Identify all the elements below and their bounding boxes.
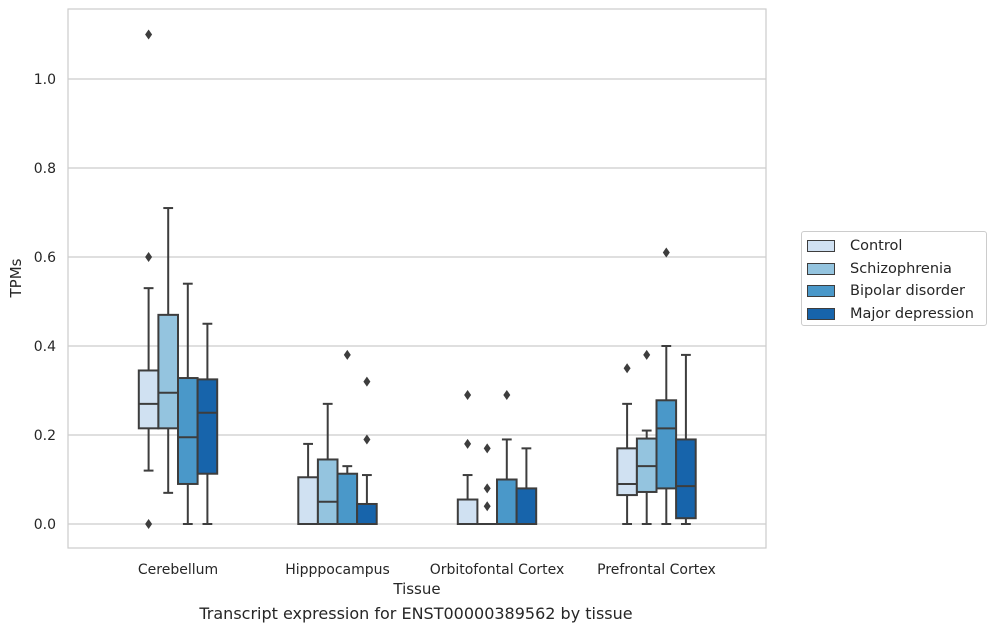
box-group bbox=[515, 447, 538, 525]
box bbox=[177, 377, 199, 485]
outlier-point bbox=[643, 349, 651, 360]
outlier-point bbox=[623, 363, 631, 374]
legend-label: Bipolar disorder bbox=[850, 283, 965, 300]
outlier-point bbox=[363, 434, 371, 445]
legend-label: Major depression bbox=[850, 305, 974, 322]
y-tick-labels: 0.0 0.2 0.4 0.6 0.8 1.0 bbox=[34, 72, 56, 533]
box bbox=[356, 502, 378, 526]
box bbox=[675, 438, 697, 520]
legend-item: Schizophrenia bbox=[807, 258, 986, 281]
legend-item: Control bbox=[807, 235, 986, 258]
y-tick-label: 0.0 bbox=[34, 517, 56, 533]
plot-frame bbox=[67, 8, 767, 549]
box bbox=[655, 399, 678, 490]
box bbox=[157, 313, 179, 430]
outlier-point bbox=[464, 438, 472, 449]
x-tick-labels: Cerebellum Hipppocampus Orbitofontal Corte… bbox=[138, 562, 716, 578]
outlier-point bbox=[464, 389, 472, 400]
legend-item: Major depression bbox=[807, 303, 986, 326]
y-tick-label: 0.2 bbox=[34, 428, 56, 444]
outlier-point bbox=[363, 376, 371, 387]
outlier-point bbox=[145, 29, 153, 40]
y-tick-label: 0.4 bbox=[34, 339, 56, 355]
box bbox=[336, 472, 359, 525]
box-group bbox=[177, 282, 199, 525]
outlier-point bbox=[662, 247, 670, 258]
x-axis-title: Tissue bbox=[392, 580, 440, 598]
box bbox=[297, 476, 319, 525]
box-group bbox=[456, 389, 479, 525]
y-axis-title: TPMs bbox=[7, 258, 25, 298]
box-group bbox=[675, 353, 697, 525]
box bbox=[496, 478, 518, 525]
legend-swatch bbox=[807, 307, 835, 320]
x-tick-label: Prefrontal Cortex bbox=[597, 562, 716, 578]
y-tick-label: 1.0 bbox=[34, 72, 56, 88]
legend-label: Schizophrenia bbox=[850, 260, 952, 277]
outlier-point bbox=[145, 252, 153, 262]
legend-label: Control bbox=[850, 238, 903, 255]
box-group bbox=[137, 29, 160, 529]
box bbox=[456, 498, 479, 525]
box-group bbox=[196, 322, 219, 525]
box-group bbox=[356, 376, 378, 526]
box-group bbox=[336, 349, 359, 525]
y-tick-label: 0.6 bbox=[34, 250, 56, 266]
outlier-point bbox=[483, 483, 491, 494]
outlier-point bbox=[343, 349, 351, 360]
box-group bbox=[655, 247, 678, 525]
box bbox=[196, 378, 219, 475]
y-tick-label: 0.8 bbox=[34, 161, 56, 177]
box-groups bbox=[137, 29, 697, 529]
box bbox=[137, 369, 160, 430]
box bbox=[616, 447, 638, 497]
box-group bbox=[157, 207, 179, 494]
outlier-point bbox=[503, 389, 511, 400]
box bbox=[515, 487, 538, 525]
x-tick-label: Hipppocampus bbox=[285, 562, 390, 578]
legend-swatch bbox=[807, 240, 835, 253]
x-tick-label: Orbitofontal Cortex bbox=[430, 562, 565, 578]
chart-caption: Transcript expression for ENST0000038956… bbox=[199, 604, 633, 623]
outlier-point bbox=[483, 501, 491, 512]
legend-swatch bbox=[807, 285, 835, 298]
outlier-point bbox=[483, 443, 491, 454]
legend: Control Schizophrenia Bipolar disorder Majo… bbox=[801, 231, 987, 326]
outlier-point bbox=[145, 519, 153, 529]
x-tick-label: Cerebellum bbox=[138, 562, 218, 578]
box bbox=[316, 458, 339, 526]
legend-swatch bbox=[807, 262, 835, 275]
legend-item: Bipolar disorder bbox=[807, 280, 986, 303]
